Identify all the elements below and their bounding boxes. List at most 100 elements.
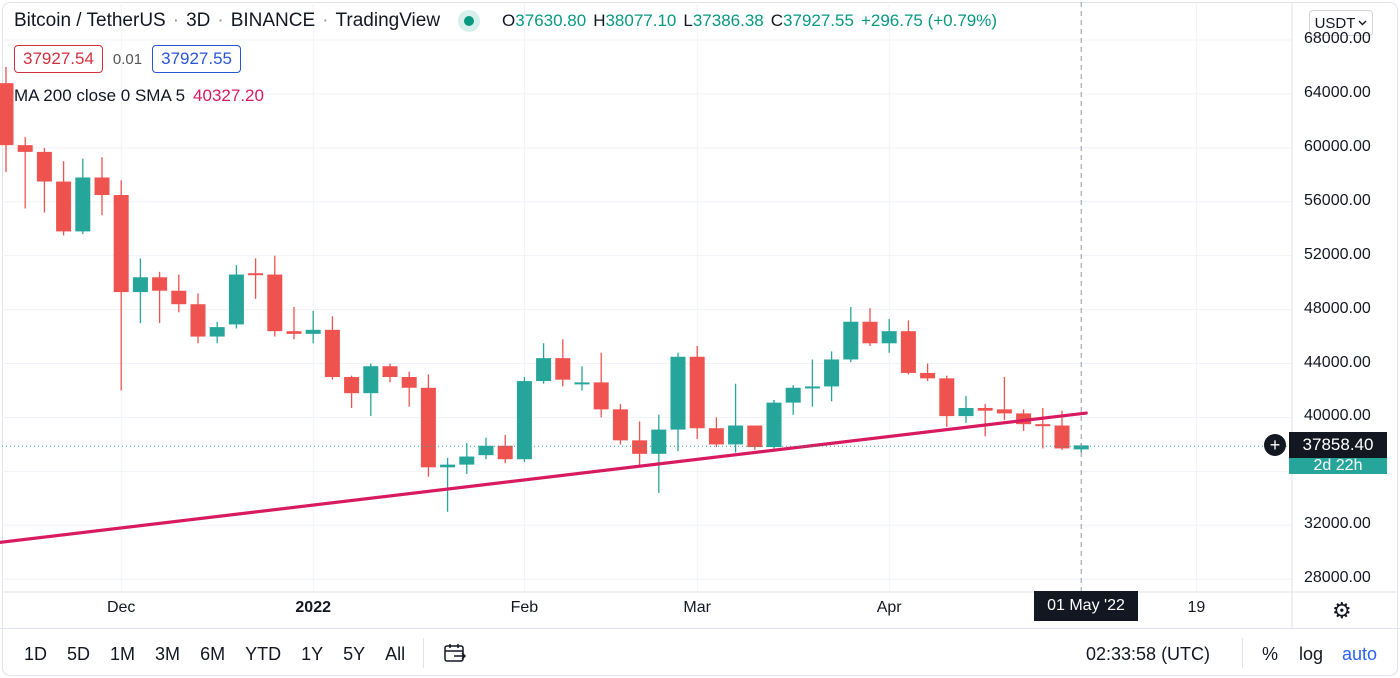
legend-separator: ·	[217, 10, 224, 31]
candle-body	[555, 358, 571, 380]
chart-canvas[interactable]	[0, 0, 1400, 628]
candle-body	[382, 366, 398, 377]
candle-up	[516, 377, 532, 462]
candle-body	[478, 445, 494, 456]
candle-body	[996, 409, 1012, 414]
candle-body	[881, 331, 897, 344]
candle-body	[267, 274, 283, 332]
candle-body	[228, 274, 244, 325]
candle-down	[920, 363, 936, 382]
candle-body	[574, 382, 590, 385]
last-price-label: 37858.40	[1289, 432, 1387, 458]
candle-body	[958, 408, 974, 417]
candle-body	[190, 304, 206, 337]
y-tick-label: 60000.00	[1304, 137, 1371, 155]
candle-body	[843, 321, 859, 360]
indicator-label: MA 200 close 0 SMA 5	[14, 86, 186, 105]
currency-button[interactable]: USDT	[1309, 10, 1373, 36]
candle-up	[824, 351, 840, 402]
sell-button[interactable]: 37927.54	[14, 45, 103, 73]
candle-body	[939, 378, 955, 417]
symbol-name[interactable]: Bitcoin / TetherUS	[14, 10, 166, 31]
candle-body	[363, 366, 379, 394]
candle-body	[0, 83, 14, 146]
candle-up	[305, 310, 321, 344]
percent-scale-button[interactable]: %	[1262, 644, 1279, 664]
candle-up	[75, 158, 91, 235]
candle-body	[516, 381, 532, 460]
exchange: BINANCE	[230, 10, 316, 31]
utc-clock[interactable]: 02:33:58 (UTC)	[1086, 644, 1211, 664]
spread-value: 0.01	[112, 50, 143, 68]
range-button-1d[interactable]: 1D	[24, 644, 48, 664]
indicator-legend[interactable]: MA 200 close 0 SMA 5 40327.20	[14, 86, 264, 106]
source: TradingView	[335, 10, 441, 31]
range-button-ytd[interactable]: YTD	[245, 644, 282, 664]
auto-scale-button[interactable]: auto	[1342, 644, 1378, 664]
candle-body	[689, 356, 705, 429]
candle-body	[785, 387, 801, 403]
candle-body	[862, 321, 878, 344]
sma-line	[0, 411, 1088, 544]
candle-body	[747, 425, 763, 448]
range-button-6m[interactable]: 6M	[200, 644, 226, 664]
buy-button[interactable]: 37927.55	[152, 45, 242, 73]
candle-down	[593, 352, 609, 418]
range-button-all[interactable]: All	[385, 644, 406, 664]
candle-body	[612, 409, 628, 441]
candle-down	[632, 421, 648, 466]
log-scale-button[interactable]: log	[1299, 644, 1324, 664]
add-alert-icon[interactable]: +	[1264, 434, 1286, 456]
range-buttons: 1D 5D 1M 3M 6M YTD 1Y 5Y All	[24, 644, 425, 665]
range-button-5d[interactable]: 5D	[67, 644, 91, 664]
indicator-value: 40327.20	[193, 86, 264, 105]
market-status-icon[interactable]	[458, 10, 481, 32]
bar-countdown: 2d 22h	[1289, 458, 1387, 474]
candle-down	[747, 425, 763, 450]
candle-body	[344, 377, 360, 394]
gear-icon[interactable]: ⚙	[1332, 598, 1352, 623]
candle-body	[286, 331, 302, 334]
candle-up	[132, 258, 148, 324]
candle-down	[708, 417, 724, 448]
candle-down	[113, 180, 129, 391]
range-button-3m[interactable]: 3M	[155, 644, 181, 664]
candle-body	[305, 329, 321, 334]
legend-separator: ·	[172, 10, 180, 31]
candle-body	[804, 386, 820, 389]
candle-up	[440, 457, 456, 512]
low-value: 37386.38	[692, 11, 764, 30]
candle-down	[248, 258, 264, 299]
x-tick-label: Dec	[106, 599, 136, 616]
candle-up	[209, 321, 225, 344]
interval[interactable]: 3D	[186, 10, 211, 31]
candle-body	[248, 273, 264, 276]
candle-down	[17, 137, 33, 209]
candle-body	[670, 356, 686, 430]
candle-body	[113, 195, 129, 293]
toolbar-divider	[423, 638, 424, 668]
y-tick-label: 28000.00	[1304, 569, 1371, 587]
candle-down	[286, 306, 302, 340]
trade-row: 37927.54 0.01 37927.55	[14, 45, 242, 73]
candle-body	[36, 151, 52, 182]
candle-down	[190, 293, 206, 344]
range-button-1m[interactable]: 1M	[110, 644, 136, 664]
candle-body	[132, 277, 148, 293]
candle-body	[824, 359, 840, 387]
range-button-1y[interactable]: 1Y	[301, 644, 324, 664]
high-value: 38077.10	[605, 11, 677, 30]
x-tick-label: 2022	[295, 599, 331, 616]
candle-down	[612, 403, 628, 445]
candle-body	[497, 445, 513, 460]
candle-up	[728, 383, 744, 453]
candle-up	[881, 319, 897, 353]
candle-body	[94, 177, 110, 196]
candle-body	[324, 329, 340, 377]
candle-body	[17, 145, 33, 152]
range-button-5y[interactable]: 5Y	[343, 644, 366, 664]
candle-body	[900, 331, 916, 373]
toolbar-divider	[1242, 638, 1243, 668]
calendar-goto-icon[interactable]	[443, 642, 467, 664]
candle-down	[401, 371, 417, 407]
